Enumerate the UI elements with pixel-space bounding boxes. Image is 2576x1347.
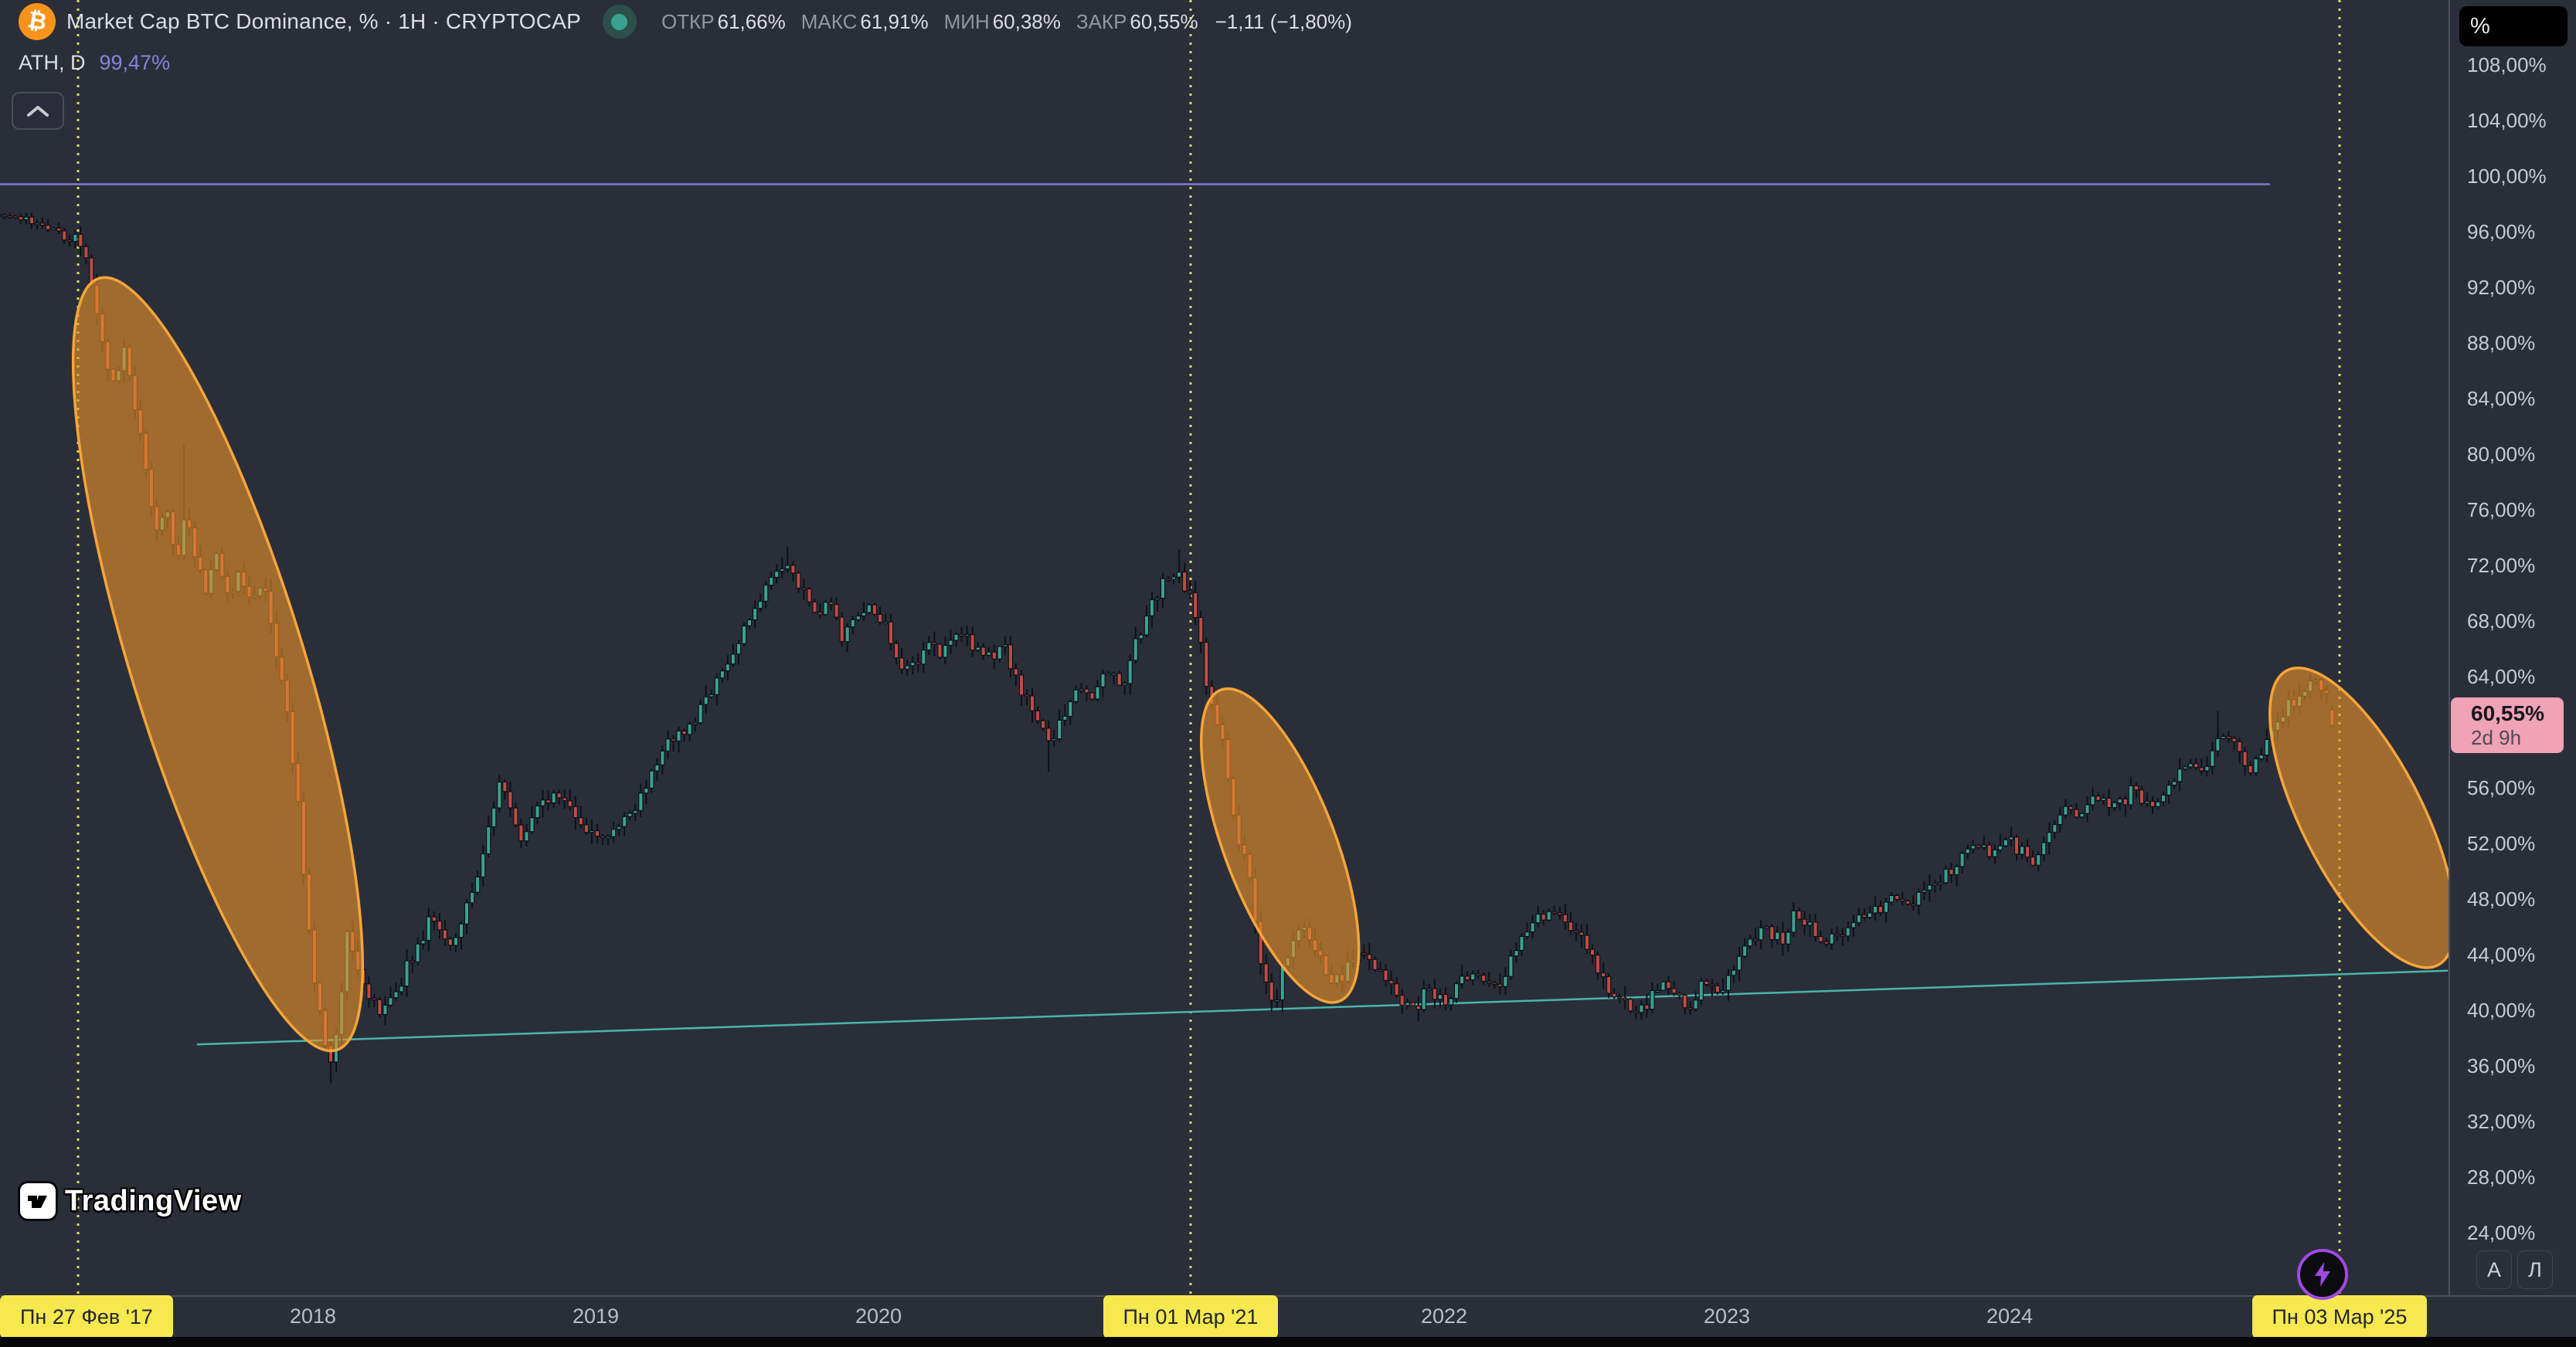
year-tick-label: 2022 bbox=[1420, 1305, 1468, 1328]
tradingview-watermark: TradingView bbox=[20, 1183, 242, 1219]
year-tick-label: 2019 bbox=[572, 1305, 620, 1328]
indicator-value: 99,47% bbox=[99, 51, 171, 74]
price-tick-label: 52,00% bbox=[2467, 832, 2536, 855]
year-tick-label: 2024 bbox=[1986, 1305, 2034, 1328]
price-tick-label: 104,00% bbox=[2467, 109, 2547, 132]
price-tick-label: 56,00% bbox=[2467, 776, 2536, 799]
price-tick-label: 24,00% bbox=[2467, 1221, 2536, 1244]
auto-scale-button[interactable]: А bbox=[2476, 1250, 2512, 1289]
price-tick-label: 64,00% bbox=[2467, 665, 2536, 688]
ohlc-label: ОТКР bbox=[661, 9, 715, 33]
year-tick-label: 2020 bbox=[855, 1305, 902, 1328]
price-tick-label: 92,00% bbox=[2467, 276, 2536, 299]
symbol-legend: ₿ Market Cap BTC Dominance, % · 1Н · CRY… bbox=[15, 0, 1352, 43]
last-price-label: 60,55% 2d 9h bbox=[2451, 697, 2564, 754]
ohlc-value: 61,91% bbox=[860, 9, 929, 33]
window-bottom-edge bbox=[0, 1337, 2576, 1347]
chevron-up-icon bbox=[27, 105, 49, 117]
drawing-ellipse[interactable] bbox=[1169, 670, 1392, 1021]
ohlc-label: МАКС bbox=[800, 9, 858, 33]
indicator-legend: ATH, D 99,47% bbox=[19, 51, 170, 75]
watermark-text: TradingView bbox=[65, 1184, 242, 1217]
price-tick-label: 36,00% bbox=[2467, 1054, 2536, 1077]
time-axis[interactable]: 2018 2019 2020 2022 2023 2024 Пн 27 Фев '17 Пн … bbox=[0, 1295, 2576, 1339]
price-tick-label: 76,00% bbox=[2467, 498, 2536, 521]
price-tick-label: 80,00% bbox=[2467, 443, 2536, 466]
bitcoin-icon: ₿ bbox=[15, 0, 59, 43]
trend-line[interactable] bbox=[196, 969, 2449, 1046]
year-tick-label: 2018 bbox=[289, 1305, 337, 1328]
candle-countdown: 2d 9h bbox=[2471, 726, 2522, 750]
price-tick-label: 28,00% bbox=[2467, 1165, 2536, 1189]
ohlc-label: МИН bbox=[943, 9, 990, 33]
ohlc-values: ОТКР 61,66% МАКС 61,91% МИН 60,38% ЗАКР 60,55% −… bbox=[661, 10, 1352, 34]
date-marker-label[interactable]: Пн 03 Мар '25 bbox=[2251, 1295, 2428, 1339]
legend-collapse-button[interactable] bbox=[12, 92, 64, 130]
last-price-value: 60,55% bbox=[2471, 701, 2544, 726]
date-marker-label[interactable]: Пн 27 Фев '17 bbox=[0, 1295, 173, 1339]
price-tick-label: 72,00% bbox=[2467, 554, 2536, 577]
price-tick-label: 96,00% bbox=[2467, 220, 2536, 243]
drawing-ellipse[interactable] bbox=[16, 253, 419, 1075]
ohlc-value: 61,66% bbox=[717, 9, 786, 33]
ohlc-item: МИН 60,38% bbox=[944, 10, 1061, 34]
price-axis[interactable]: % 60,55% 2d 9h А Л 108,00% 104,00% 100,00%… bbox=[2449, 0, 2576, 1337]
ohlc-label: ЗАКР bbox=[1076, 9, 1127, 33]
price-tick-label: 48,00% bbox=[2467, 887, 2536, 911]
date-marker-label[interactable]: Пн 01 Мар '21 bbox=[1103, 1295, 1279, 1339]
ohlc-item: ЗАКР 60,55% bbox=[1076, 10, 1198, 34]
tradingview-logo-icon bbox=[20, 1183, 56, 1219]
drawing-ellipse[interactable] bbox=[2234, 643, 2449, 992]
price-unit-button[interactable]: % bbox=[2459, 6, 2568, 46]
symbol-title[interactable]: Market Cap BTC Dominance, % · 1Н · CRYPT… bbox=[66, 9, 581, 33]
price-tick-label: 68,00% bbox=[2467, 609, 2536, 633]
price-tick-label: 84,00% bbox=[2467, 387, 2536, 410]
price-tick-label: 44,00% bbox=[2467, 943, 2536, 966]
ohlc-item: ОТКР 61,66% bbox=[661, 10, 786, 34]
lightning-button[interactable] bbox=[2297, 1249, 2348, 1300]
ohlc-value: 60,55% bbox=[1130, 9, 1198, 33]
price-tick-label: 100,00% bbox=[2467, 165, 2547, 188]
price-tick-label: 32,00% bbox=[2467, 1110, 2536, 1133]
candlestick-chart[interactable] bbox=[0, 0, 2449, 1295]
indicator-name[interactable]: ATH, D bbox=[19, 51, 86, 74]
ohlc-item: МАКС 61,91% bbox=[801, 10, 929, 34]
price-tick-label: 40,00% bbox=[2467, 999, 2536, 1022]
price-tick-label: 108,00% bbox=[2467, 53, 2547, 76]
lightning-icon bbox=[2315, 1262, 2330, 1287]
change-value: −1,11 (−1,80%) bbox=[1215, 9, 1352, 33]
ohlc-value: 60,38% bbox=[992, 9, 1061, 33]
market-status-icon[interactable] bbox=[602, 5, 637, 39]
log-scale-button[interactable]: Л bbox=[2517, 1250, 2553, 1289]
year-tick-label: 2023 bbox=[1703, 1305, 1751, 1328]
price-tick-label: 88,00% bbox=[2467, 331, 2536, 355]
